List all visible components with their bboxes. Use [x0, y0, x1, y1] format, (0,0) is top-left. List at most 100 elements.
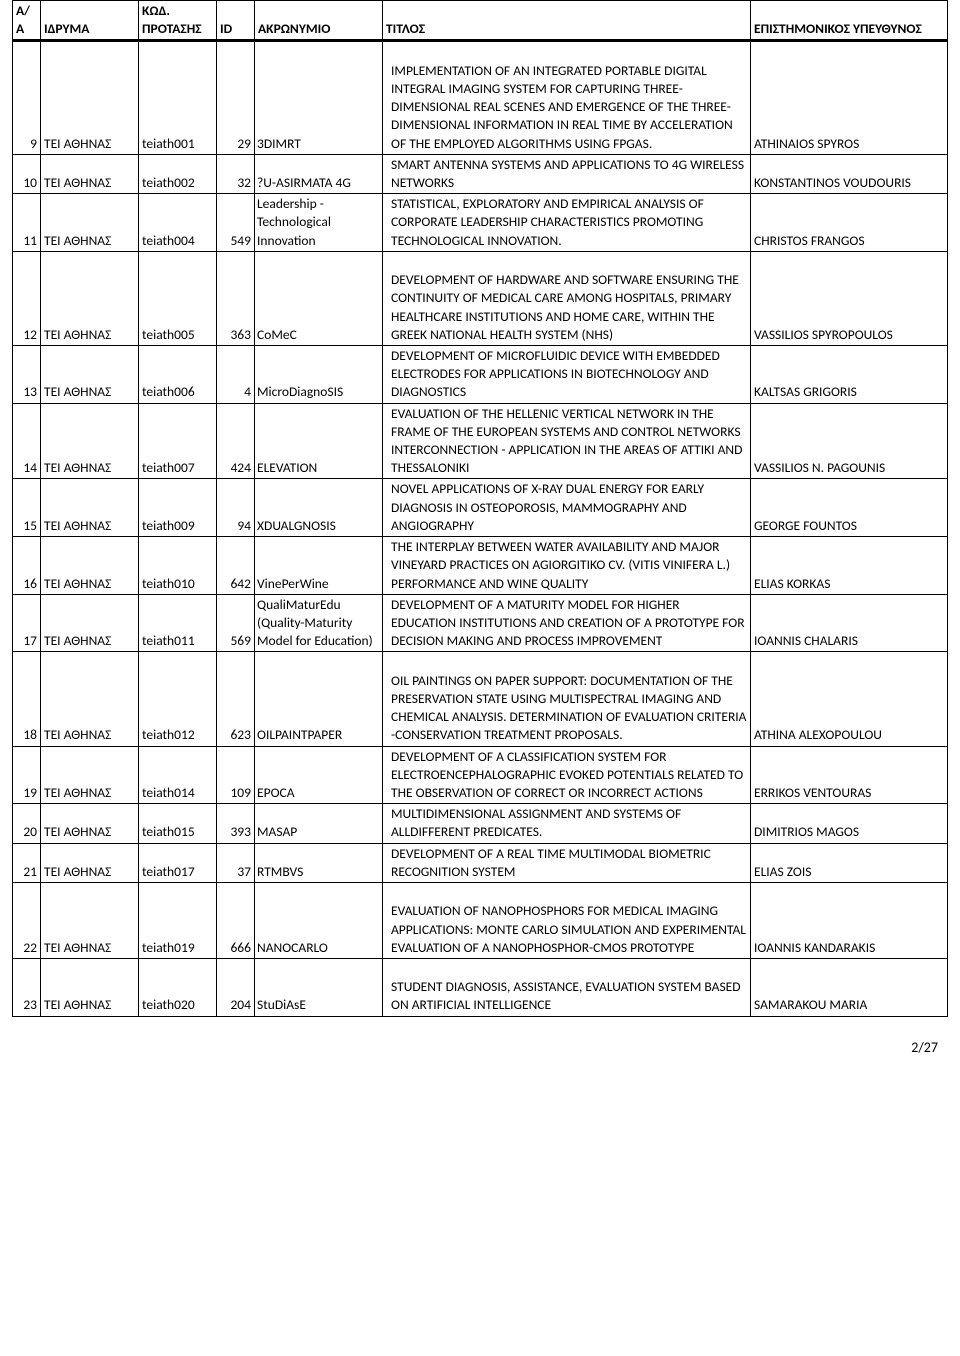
col-aa: Α/Α — [13, 1, 41, 41]
cell-title: STATISTICAL, EXPLORATORY AND EMPIRICAL A… — [383, 194, 751, 252]
cell-title: DEVELOPMENT OF HARDWARE AND SOFTWARE ENS… — [383, 251, 751, 345]
cell-aa: 22 — [13, 883, 41, 959]
table-row: 16ΤΕΙ ΑΘΗΝΑΣteiath010642 VinePerWineTHE … — [13, 537, 948, 595]
cell-supervisor: ATHINAIOS SPYROS — [751, 41, 948, 154]
cell-acronym: CoMeC — [255, 251, 383, 345]
table-body: 9ΤΕΙ ΑΘΗΝΑΣteiath001293DIMRT IMPLEMENTAT… — [13, 41, 948, 1016]
table-row: 13ΤΕΙ ΑΘΗΝΑΣteiath0064MicroDiagnoSISDEVE… — [13, 345, 948, 403]
page-container: Α/Α ΙΔΡΥΜΑ ΚΩΔ. ΠΡΟΤΑΣΗΣ ID ΑΚΡΩΝΥΜΙΟ ΤΙ… — [0, 0, 960, 1084]
cell-id: 109 — [217, 746, 255, 804]
cell-institution: ΤΕΙ ΑΘΗΝΑΣ — [41, 251, 139, 345]
cell-institution: ΤΕΙ ΑΘΗΝΑΣ — [41, 746, 139, 804]
cell-title: STUDENT DIAGNOSIS, ASSISTANCE, EVALUATIO… — [383, 958, 751, 1016]
col-acronym: ΑΚΡΩΝΥΜΙΟ — [255, 1, 383, 41]
cell-title: EVALUATION OF NANOPHOSPHORS FOR MEDICAL … — [383, 883, 751, 959]
cell-proposal-code: teiath004 — [139, 194, 217, 252]
cell-id: 424 — [217, 403, 255, 479]
cell-institution: ΤΕΙ ΑΘΗΝΑΣ — [41, 194, 139, 252]
table-row: 15ΤΕΙ ΑΘΗΝΑΣteiath00994 XDUALGNOSISNOVEL… — [13, 479, 948, 537]
cell-aa: 23 — [13, 958, 41, 1016]
cell-proposal-code: teiath017 — [139, 843, 217, 882]
cell-proposal-code: teiath001 — [139, 41, 217, 154]
cell-title: DEVELOPMENT OF A CLASSIFICATION SYSTEM F… — [383, 746, 751, 804]
table-row: 22ΤΕΙ ΑΘΗΝΑΣteiath019666 NANOCARLO EVALU… — [13, 883, 948, 959]
cell-aa: 15 — [13, 479, 41, 537]
cell-acronym: StuDiAsE — [255, 958, 383, 1016]
cell-proposal-code: teiath015 — [139, 804, 217, 843]
table-row: 17ΤΕΙ ΑΘΗΝΑΣteiath011569QualiMaturEdu (Q… — [13, 594, 948, 652]
col-supervisor: ΕΠΙΣΤΗΜΟΝΙΚΟΣ ΥΠΕΥΘΥΝΟΣ — [751, 1, 948, 41]
cell-aa: 21 — [13, 843, 41, 882]
cell-proposal-code: teiath006 — [139, 345, 217, 403]
cell-institution: ΤΕΙ ΑΘΗΝΑΣ — [41, 804, 139, 843]
cell-aa: 10 — [13, 154, 41, 193]
cell-supervisor: VASSILIOS N. PAGOUNIS — [751, 403, 948, 479]
cell-acronym: Leadership - Technological Innovation — [255, 194, 383, 252]
cell-acronym: MASAP — [255, 804, 383, 843]
page-number: 2/27 — [12, 1017, 948, 1056]
cell-acronym: RTMBVS — [255, 843, 383, 882]
cell-aa: 13 — [13, 345, 41, 403]
table-row: 18ΤΕΙ ΑΘΗΝΑΣteiath012623 OILPAINTPAPER O… — [13, 652, 948, 746]
cell-id: 204 — [217, 958, 255, 1016]
cell-institution: ΤΕΙ ΑΘΗΝΑΣ — [41, 479, 139, 537]
col-id: ID — [217, 1, 255, 41]
cell-id: 642 — [217, 537, 255, 595]
cell-id: 363 — [217, 251, 255, 345]
cell-aa: 19 — [13, 746, 41, 804]
cell-supervisor: VASSILIOS SPYROPOULOS — [751, 251, 948, 345]
cell-title: DEVELOPMENT OF A MATURITY MODEL FOR HIGH… — [383, 594, 751, 652]
cell-supervisor: DIMITRIOS MAGOS — [751, 804, 948, 843]
table-row: 12ΤΕΙ ΑΘΗΝΑΣteiath005363CoMeC DEVELOPMEN… — [13, 251, 948, 345]
cell-title: MULTIDIMENSIONAL ASSIGNMENT AND SYSTEMS … — [383, 804, 751, 843]
cell-institution: ΤΕΙ ΑΘΗΝΑΣ — [41, 41, 139, 154]
cell-proposal-code: teiath007 — [139, 403, 217, 479]
cell-institution: ΤΕΙ ΑΘΗΝΑΣ — [41, 345, 139, 403]
cell-supervisor: ERRIKOS VENTOURAS — [751, 746, 948, 804]
table-row: 21ΤΕΙ ΑΘΗΝΑΣteiath01737 RTMBVSDEVELOPMEN… — [13, 843, 948, 882]
cell-proposal-code: teiath020 — [139, 958, 217, 1016]
cell-aa: 18 — [13, 652, 41, 746]
cell-id: 37 — [217, 843, 255, 882]
cell-supervisor: ELIAS KORKAS — [751, 537, 948, 595]
cell-supervisor: CHRISTOS FRANGOS — [751, 194, 948, 252]
cell-supervisor: GEORGE FOUNTOS — [751, 479, 948, 537]
cell-institution: ΤΕΙ ΑΘΗΝΑΣ — [41, 594, 139, 652]
cell-supervisor: SAMARAKOU MARIA — [751, 958, 948, 1016]
cell-title: IMPLEMENTATION OF AN INTEGRATED PORTABLE… — [383, 41, 751, 154]
cell-acronym: 3DIMRT — [255, 41, 383, 154]
cell-supervisor: KALTSAS GRIGORIS — [751, 345, 948, 403]
cell-title: DEVELOPMENT OF A REAL TIME MULTIMODAL BI… — [383, 843, 751, 882]
table-row: 11ΤΕΙ ΑΘΗΝΑΣteiath004549Leadership - Tec… — [13, 194, 948, 252]
cell-institution: ΤΕΙ ΑΘΗΝΑΣ — [41, 958, 139, 1016]
cell-supervisor: ELIAS ZOIS — [751, 843, 948, 882]
cell-proposal-code: teiath012 — [139, 652, 217, 746]
cell-proposal-code: teiath002 — [139, 154, 217, 193]
cell-acronym: NANOCARLO — [255, 883, 383, 959]
cell-supervisor: IOANNIS CHALARIS — [751, 594, 948, 652]
cell-acronym: MicroDiagnoSIS — [255, 345, 383, 403]
cell-supervisor: KONSTANTINOS VOUDOURIS — [751, 154, 948, 193]
cell-aa: 17 — [13, 594, 41, 652]
cell-title: THE INTERPLAY BETWEEN WATER AVAILABILITY… — [383, 537, 751, 595]
cell-aa: 14 — [13, 403, 41, 479]
table-row: 20ΤΕΙ ΑΘΗΝΑΣteiath015393 MASAPMULTIDIMEN… — [13, 804, 948, 843]
cell-acronym: XDUALGNOSIS — [255, 479, 383, 537]
cell-id: 29 — [217, 41, 255, 154]
cell-institution: ΤΕΙ ΑΘΗΝΑΣ — [41, 537, 139, 595]
table-row: 14ΤΕΙ ΑΘΗΝΑΣteiath007424 ELEVATIONEVALUA… — [13, 403, 948, 479]
cell-acronym: VinePerWine — [255, 537, 383, 595]
cell-title: OIL PAINTINGS ON PAPER SUPPORT: DOCUMENT… — [383, 652, 751, 746]
cell-institution: ΤΕΙ ΑΘΗΝΑΣ — [41, 883, 139, 959]
cell-title: EVALUATION OF THE HELLENIC VERTICAL NETW… — [383, 403, 751, 479]
cell-id: 549 — [217, 194, 255, 252]
cell-id: 32 — [217, 154, 255, 193]
cell-acronym: OILPAINTPAPER — [255, 652, 383, 746]
table-row: 23ΤΕΙ ΑΘΗΝΑΣteiath020204 StuDiAsE STUDEN… — [13, 958, 948, 1016]
cell-aa: 9 — [13, 41, 41, 154]
proposals-table: Α/Α ΙΔΡΥΜΑ ΚΩΔ. ΠΡΟΤΑΣΗΣ ID ΑΚΡΩΝΥΜΙΟ ΤΙ… — [12, 0, 948, 1017]
col-proposal-code: ΚΩΔ. ΠΡΟΤΑΣΗΣ — [139, 1, 217, 41]
cell-institution: ΤΕΙ ΑΘΗΝΑΣ — [41, 652, 139, 746]
cell-proposal-code: teiath014 — [139, 746, 217, 804]
cell-proposal-code: teiath009 — [139, 479, 217, 537]
